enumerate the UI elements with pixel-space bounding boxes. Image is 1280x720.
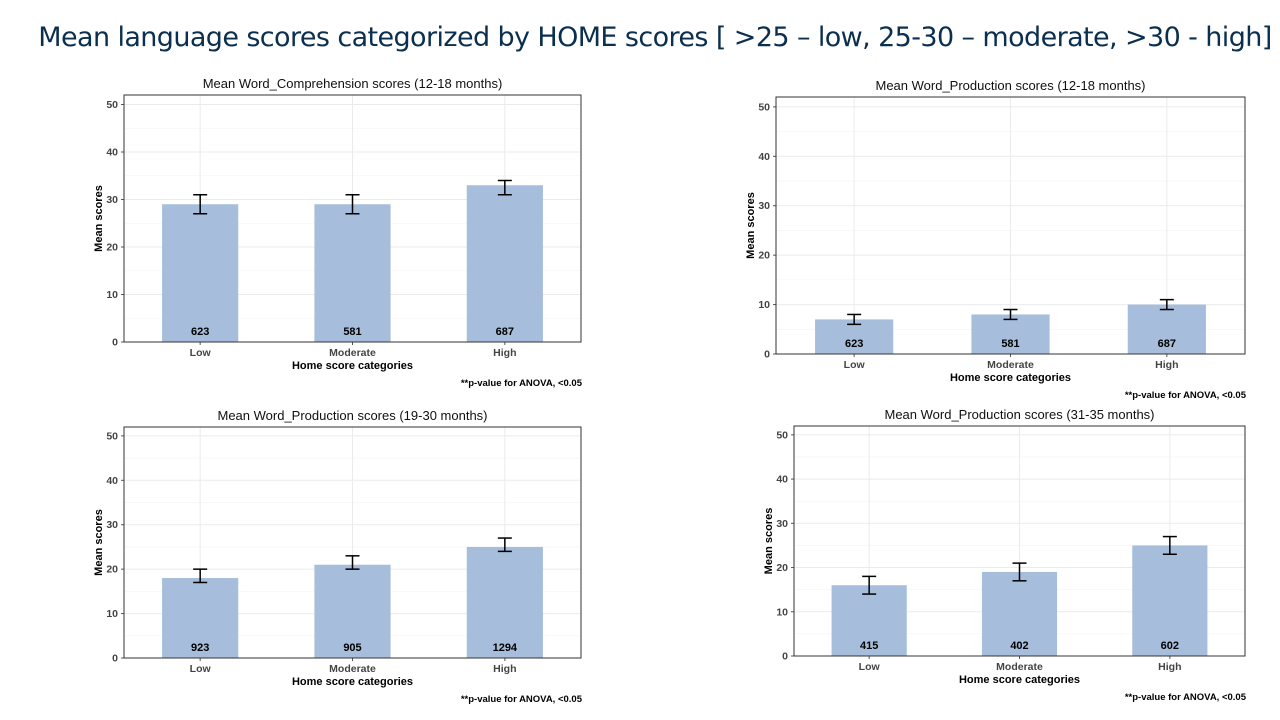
p-value-note: **p-value for ANOVA, <0.05 (461, 378, 583, 389)
x-tick-label: High (493, 347, 516, 359)
slide-title: Mean language scores categorized by HOME… (38, 22, 1272, 53)
p-value-note: **p-value for ANOVA, <0.05 (461, 694, 583, 705)
chart-word-comprehension-12-18: 0 10 20 30 40 50 623 Low 581 Moderate 687 High Mean … (93, 76, 583, 389)
y-tick-label: 0 (112, 653, 118, 665)
chart-word-production-12-18: 0 10 20 30 40 50 623 Low 581 Moderate 687 High Mean … (745, 78, 1247, 401)
bar-moderate (314, 564, 391, 658)
x-tick-label: Moderate (996, 661, 1043, 673)
y-tick-label: 10 (106, 289, 118, 301)
x-axis-label: Home score categories (292, 360, 413, 372)
y-axis-label: Mean scores (93, 185, 105, 252)
plot-panel-border (775, 96, 1246, 355)
chart-title: Mean Word_Production scores (19-30 month… (218, 408, 488, 423)
bar-low (831, 585, 907, 656)
y-tick-label: 20 (758, 250, 770, 262)
y-tick-label: 10 (106, 608, 118, 620)
x-tick-label: Moderate (987, 359, 1034, 371)
p-value-note: **p-value for ANOVA, <0.05 (1125, 390, 1247, 401)
y-tick-label: 50 (758, 101, 770, 113)
y-tick-label: 40 (758, 151, 770, 163)
y-tick-label: 30 (106, 519, 118, 531)
y-axis-label: Mean scores (745, 192, 757, 259)
bar-low (162, 204, 239, 342)
bar-high (466, 546, 543, 658)
x-tick-label: Low (859, 661, 881, 673)
bar-high (466, 185, 543, 342)
x-tick-label: High (1158, 661, 1181, 673)
plot-panel-border (793, 425, 1246, 657)
x-axis-label: Home score categories (950, 372, 1071, 384)
bar-label: 1294 (493, 642, 518, 654)
bar-label: 623 (845, 338, 863, 350)
x-tick-label: High (1155, 359, 1178, 371)
y-tick-label: 10 (776, 606, 788, 618)
y-tick-label: 50 (776, 429, 788, 441)
bar-label: 905 (343, 642, 361, 654)
bar-label: 687 (496, 326, 514, 338)
x-axis-label: Home score categories (959, 674, 1080, 686)
x-tick-label: Moderate (329, 347, 376, 359)
bar-moderate (971, 314, 1050, 354)
y-tick-label: 30 (758, 200, 770, 212)
y-axis-label: Mean scores (763, 508, 775, 575)
y-tick-label: 20 (106, 564, 118, 576)
bar-high (1132, 545, 1208, 656)
y-tick-label: 40 (776, 474, 788, 486)
bar-label: 923 (191, 642, 209, 654)
bar-label: 402 (1010, 640, 1028, 652)
y-axis-label: Mean scores (93, 509, 105, 576)
chart-title: Mean Word_Production scores (12-18 month… (876, 78, 1146, 93)
y-tick-label: 20 (106, 242, 118, 254)
chart-title: Mean Word_Comprehension scores (12-18 mo… (203, 76, 503, 91)
y-tick-label: 30 (106, 194, 118, 206)
y-tick-label: 50 (106, 99, 118, 111)
y-tick-label: 30 (776, 518, 788, 530)
bar-label: 687 (1158, 338, 1176, 350)
chart-title: Mean Word_Production scores (31-35 month… (885, 407, 1155, 422)
y-tick-label: 0 (782, 651, 788, 663)
bar-moderate (314, 204, 391, 342)
bar-label: 581 (1001, 338, 1019, 350)
bar-low (162, 578, 239, 658)
plot-panel-border (123, 426, 582, 659)
chart-word-production-19-30: 0 10 20 30 40 50 923 Low 905 Moderate 1294 High Mean… (93, 408, 583, 705)
bar-label: 415 (860, 640, 878, 652)
bar-low (815, 319, 894, 354)
y-tick-label: 40 (106, 147, 118, 159)
y-tick-label: 50 (106, 430, 118, 442)
p-value-note: **p-value for ANOVA, <0.05 (1125, 692, 1247, 703)
y-tick-label: 0 (764, 349, 770, 361)
bar-moderate (981, 571, 1058, 656)
plot-panel-border (123, 94, 582, 343)
bar-label: 581 (343, 326, 361, 338)
chart-word-production-31-35: 0 10 20 30 40 50 415 Low 402 Moderate 602 High Mean … (763, 407, 1247, 703)
bar-label: 623 (191, 326, 209, 338)
x-tick-label: Moderate (329, 663, 376, 675)
y-tick-label: 10 (758, 299, 770, 311)
x-tick-label: Low (190, 347, 212, 359)
bar-label: 602 (1161, 640, 1179, 652)
y-tick-label: 0 (112, 337, 118, 349)
x-tick-label: Low (190, 663, 212, 675)
x-axis-label: Home score categories (292, 676, 413, 688)
bar-high (1127, 304, 1206, 354)
y-tick-label: 40 (106, 475, 118, 487)
y-tick-label: 20 (776, 562, 788, 574)
x-tick-label: High (493, 663, 516, 675)
x-tick-label: Low (844, 359, 866, 371)
